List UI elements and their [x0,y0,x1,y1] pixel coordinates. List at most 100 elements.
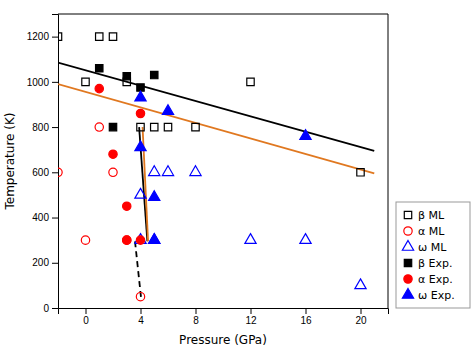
point [109,150,117,158]
point [95,123,103,131]
boundary-line [135,241,141,299]
y-tick: 600 [32,167,58,178]
point [136,293,144,301]
legend-item: α Exp. [404,273,453,286]
point [58,168,62,176]
marks [58,33,374,301]
point [136,109,144,117]
point [149,191,160,201]
y-tick-mark [52,218,58,219]
y-tick: 400 [32,212,58,223]
legend-symbol [404,211,411,218]
legend-label: ω Exp. [418,289,455,302]
y-tick: 1000 [27,77,58,88]
x-tick: 20 [355,308,367,326]
legend-item: β ML [404,209,445,222]
y-axis-line [52,15,59,309]
point [123,236,131,244]
y-axis-title: Temperature (K) [3,112,17,210]
y-tick-mark [52,82,58,83]
legend-symbol [404,227,412,235]
point [192,123,199,130]
frame-top [58,14,388,15]
x-tick-label: 12 [245,315,257,326]
point [162,105,173,115]
point [135,188,146,198]
x-tick: 12 [245,308,257,326]
x-tick-label: 0 [83,315,89,326]
point [109,33,116,40]
y-tick-mark [52,263,58,264]
legend-symbol [404,275,412,283]
x-tick: 8 [193,308,199,326]
point [123,236,131,244]
point [245,234,256,244]
point [149,166,160,176]
x-tick-mark [86,308,87,314]
point [151,123,158,130]
legend-label: α Exp. [418,273,453,286]
legend-label: β Exp. [418,257,452,270]
legend: β ML α ML ω ML β Exp. α Exp. ω Exp. [396,202,470,308]
x-tick-mark [306,308,307,314]
plot: 048121620020040060080010001200 [27,14,389,326]
legend-label: β ML [418,209,445,222]
y-tick-label: 200 [32,257,49,268]
y-tick-label: 1000 [27,77,50,88]
point [149,234,160,244]
point [190,166,201,176]
x-tick-mark [251,308,252,314]
point [95,84,103,92]
x-axis-line [59,309,389,315]
legend-item: β Exp. [404,257,452,270]
point [109,168,117,176]
frame-right [388,14,389,308]
x-tick: 4 [138,308,144,326]
legend-label: α ML [418,225,445,238]
boundary-line [58,63,374,151]
x-tick-mark [196,308,197,314]
y-tick-label: 400 [32,212,49,223]
point [355,279,366,289]
x-tick-mark [361,308,362,314]
y-tick: 200 [32,257,58,268]
point [300,130,311,140]
point [136,236,144,244]
x-tick-label: 20 [355,315,367,326]
legend-frame [396,202,470,308]
legend-symbol [402,240,413,250]
point [82,78,89,85]
legend-item: ω Exp. [402,288,454,301]
x-axis-title: Pressure (GPa) [179,333,267,347]
point [58,33,62,40]
legend-item: α ML [404,225,445,238]
y-tick-label: 600 [32,167,49,178]
x-tick: 0 [83,308,89,326]
x-tick: 16 [300,308,312,326]
point [96,65,103,72]
point [123,202,131,210]
y-tick: 800 [32,122,58,133]
x-axis: 0 4 8 12 16 20 [59,308,389,326]
boundary-line [58,84,374,173]
legend-symbol [404,259,411,266]
point [135,234,146,244]
point [357,169,364,176]
chart: 048121620020040060080010001200Pressure (… [0,0,474,352]
point [96,33,103,40]
point [151,71,158,78]
y-tick-mark [52,308,58,309]
point [135,141,146,151]
point [300,234,311,244]
y-tick: 1200 [27,31,58,42]
y-tick-label: 0 [43,303,49,314]
point [164,123,171,130]
boundary-line [143,127,148,241]
point [123,72,130,79]
x-tick-label: 8 [193,315,199,326]
legend-item: ω ML [402,240,447,253]
point [81,236,89,244]
point [109,123,116,130]
x-tick-label: 16 [300,315,312,326]
y-axis: 0 200 400 600 800 1000 1200 [27,15,59,314]
